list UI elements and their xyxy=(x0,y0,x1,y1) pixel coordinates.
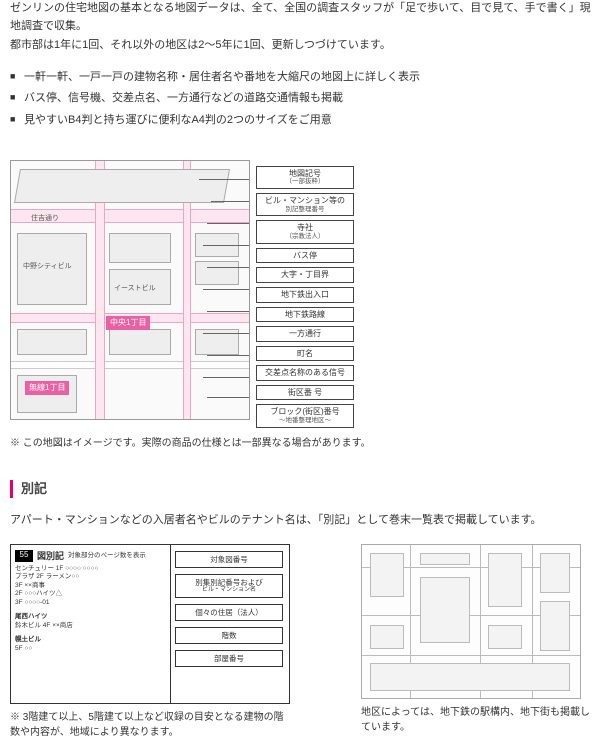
legend-item: 町名 xyxy=(256,346,354,362)
feature-item: 一軒一軒、一戸一戸の建物名称・居住者名や番地を大縮尺の地図上に詳しく表示 xyxy=(10,69,591,87)
bekki-right-caption: 地区によっては、地下鉄の駅構内、地下街も掲載しています。 xyxy=(361,705,591,735)
legend-item: 大字・丁目界 xyxy=(256,267,354,283)
feature-item: 見やすいB4判と持ち運びに便利なA4判の2つのサイズをご用意 xyxy=(10,112,591,130)
intro-text: ゼンリンの住宅地図の基本となる地図データは、全て、全国の調査スタッフが「足で歩い… xyxy=(10,0,591,55)
bekki-diagram-title: 図別記 xyxy=(37,549,64,563)
legend-item: ビル・マンション等の別記整理番号 xyxy=(256,193,354,216)
legend-item: ブロック(街区)番号〜地番整理地区〜 xyxy=(256,404,354,427)
station-map-image xyxy=(361,544,581,699)
section-heading-bekki: 別記 xyxy=(10,480,591,498)
legend-item: 地図記号（一部抜粋） xyxy=(256,166,354,189)
map-building-label: 中野シティビル xyxy=(23,261,72,272)
legend-item: 地下鉄路線 xyxy=(256,307,354,323)
bekki-right-column: 地区によっては、地下鉄の駅構内、地下街も掲載しています。 xyxy=(361,544,591,735)
bekki-diagram: 55 図別記 対象部分のページ数を表示 センチュリー 1F ○○○○ ○○○○ … xyxy=(10,544,290,704)
feature-list: 一軒一軒、一戸一戸の建物名称・居住者名や番地を大縮尺の地図上に詳しく表示 バス停… xyxy=(10,69,591,130)
legend-item: バス停 xyxy=(256,248,354,264)
bekki-left-column: 55 図別記 対象部分のページ数を表示 センチュリー 1F ○○○○ ○○○○ … xyxy=(10,544,290,740)
legend-item: 交差点名称のある信号 xyxy=(256,365,354,381)
intro-line-2: 都市部は1年に1回、それ以外の地区は2〜5年に1回、更新しつづけています。 xyxy=(10,37,591,55)
bekki-right-box: 対象図番号 xyxy=(175,551,283,568)
bekki-right-box: 階数 xyxy=(175,627,283,644)
bekki-left-caption: ※ 3階建て以上、5階建て以上など収録の目安となる建物の階数や内容が、地域により… xyxy=(10,710,290,740)
bekki-right-box: 別集別記番号およびビル・マンション名 xyxy=(175,574,283,598)
bekki-description: アパート・マンションなどの入居者名やビルのテナント名は、「別記」として巻末一覧表… xyxy=(10,512,591,530)
map-disclaimer: ※ この地図はイメージです。実際の商品の仕様とは一部異なる場合があります。 xyxy=(10,436,591,452)
legend-item: 地下鉄出入口 xyxy=(256,287,354,303)
legend-item: 寺社（宗教法人） xyxy=(256,220,354,243)
legend-item: 街区番 号 xyxy=(256,385,354,401)
legend-item: 一方通行 xyxy=(256,326,354,342)
map-legend: 地図記号（一部抜粋） ビル・マンション等の別記整理番号 寺社（宗教法人） バス停… xyxy=(256,160,354,428)
map-district-label: 中央1丁目 xyxy=(106,316,150,331)
bekki-right-box: 個々の住居（法人） xyxy=(175,604,283,621)
map-figure: 住吉通り 中野シティビル イーストビル 中央1丁目 無線1丁目 地図記号（一部抜… xyxy=(10,160,591,428)
bekki-right-box: 部屋番号 xyxy=(175,650,283,667)
map-district-label: 無線1丁目 xyxy=(25,381,69,396)
intro-line-1: ゼンリンの住宅地図の基本となる地図データは、全て、全国の調査スタッフが「足で歩い… xyxy=(10,0,591,35)
map-image: 住吉通り 中野シティビル イーストビル 中央1丁目 無線1丁目 xyxy=(10,160,250,420)
bekki-badge: 55 xyxy=(15,550,33,562)
map-building-label: イーストビル xyxy=(114,283,156,294)
map-street-label: 住吉通り xyxy=(31,213,59,224)
feature-item: バス停、信号機、交差点名、一方通行などの道路交通情報も掲載 xyxy=(10,90,591,108)
